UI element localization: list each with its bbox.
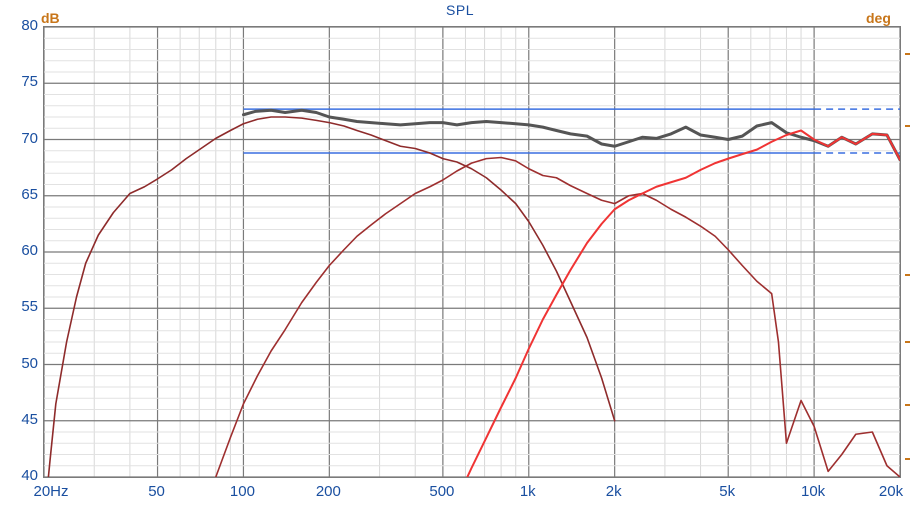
left-axis-unit-label: dB [41, 10, 60, 26]
chart-title: SPL [446, 2, 474, 18]
y-axis-tick-55: 55 [21, 298, 38, 316]
x-axis-tick-10k: 10k [801, 483, 826, 500]
y-axis-tick-60: 60 [21, 242, 38, 259]
x-axis-tick-20Hz: 20Hz [33, 483, 69, 500]
y-axis-tick-40: 40 [21, 467, 38, 484]
plot-canvas [44, 27, 900, 477]
y-axis-labels: 80 75 70 65 60 55 50 45 40 [0, 0, 38, 511]
x-axis-tick-50: 50 [148, 483, 165, 500]
right-axis-tick-0 [905, 53, 910, 55]
right-axis-tick-5 [905, 458, 910, 460]
y-axis-tick-75: 75 [21, 73, 38, 91]
right-axis-unit-label: deg [866, 10, 891, 26]
tolerance-bands [243, 108, 900, 154]
x-axis-tick-2k: 2k [605, 483, 622, 500]
x-axis-tick-500: 500 [429, 483, 455, 500]
y-axis-tick-45: 45 [21, 410, 38, 428]
x-axis-tick-1k: 1k [519, 483, 536, 500]
right-axis-tick-4 [905, 404, 910, 406]
response-curves [47, 108, 900, 477]
y-axis-tick-50: 50 [21, 354, 38, 372]
y-axis-tick-80: 80 [21, 17, 38, 34]
x-axis-tick-200: 200 [315, 483, 341, 500]
x-axis-tick-5k: 5k [719, 483, 736, 500]
x-axis-tick-20k: 20k [878, 483, 904, 500]
x-axis-tick-100: 100 [229, 483, 255, 500]
plot-area [43, 26, 901, 478]
y-axis-tick-65: 65 [21, 185, 38, 203]
right-axis-tick-3 [905, 341, 910, 343]
grid-major [44, 27, 900, 477]
y-axis-tick-70: 70 [21, 129, 38, 147]
right-axis-tick-2 [905, 273, 910, 276]
right-axis-tick-1 [905, 125, 910, 127]
